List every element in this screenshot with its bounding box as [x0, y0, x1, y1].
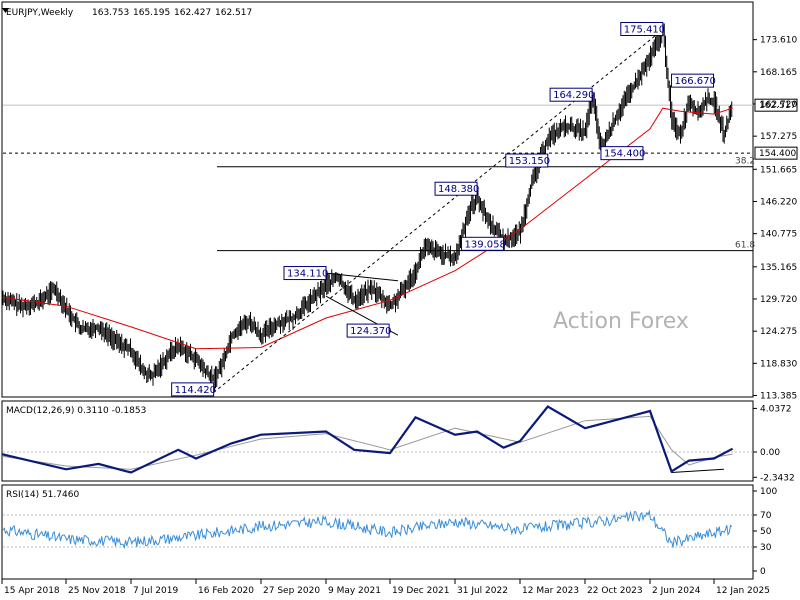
- price-callout-label: 175.410: [624, 25, 665, 36]
- price-callout-label: 164.290: [553, 90, 594, 101]
- rsi-y-tick-label: 70: [760, 511, 772, 521]
- price-callout-label: 153.150: [509, 156, 550, 167]
- macd-panel-frame: [1, 400, 754, 482]
- price-callout-box: [620, 22, 664, 36]
- x-tick-label: 7 Jul 2019: [133, 586, 178, 596]
- watermark-text: Action Forex: [553, 309, 689, 334]
- price-callout-label: 114.420: [175, 385, 216, 396]
- price-callout-box: [549, 87, 593, 102]
- price-callout-label: 148.380: [438, 184, 479, 195]
- price-y-tick-label: 173.610: [760, 36, 797, 46]
- price-y-tick-label: 146.220: [760, 197, 797, 207]
- support-level-tag: [754, 146, 798, 160]
- price-callout-label: 134.110: [287, 269, 328, 280]
- text-layer: Action Forex EURJPY,Weekly 163.753 165.1…: [4, 8, 797, 596]
- rsi-y-tick-label: 50: [760, 527, 772, 537]
- panel-collapse-icon: [2, 8, 9, 13]
- fib-level-label: 61.8: [735, 241, 755, 251]
- macd-title: MACD(12,26,9) 0.3110 -0.1853: [6, 406, 146, 416]
- price-y-tick-label: 124.275: [760, 327, 797, 337]
- price-callout-box: [505, 153, 549, 168]
- price-y-tick-label: 157.275: [760, 132, 797, 142]
- price-callout-label: 154.400: [604, 149, 645, 160]
- x-tick-label: 25 Nov 2018: [68, 586, 126, 596]
- current-price-tag: [754, 98, 798, 112]
- rsi-panel-frame: [1, 484, 754, 580]
- rsi-y-tick-label: 0: [760, 567, 766, 577]
- series-layer: [1, 23, 734, 550]
- macd-line: [1, 405, 734, 474]
- rsi-y-tick-label: 30: [760, 543, 772, 553]
- price-y-tick-label: 135.165: [760, 263, 797, 273]
- rsi-y-tick-label: 100: [760, 487, 777, 497]
- support-level-tag-label: 154.400: [759, 149, 796, 159]
- price-y-tick-label: 113.385: [760, 392, 797, 402]
- price-y-tick-label: 168.165: [760, 68, 797, 78]
- price-callout-box: [671, 73, 715, 88]
- price-callout-label: 139.058: [465, 239, 506, 250]
- price-callout-label: 124.370: [350, 326, 391, 337]
- macd-y-tick-label: -2.3432: [760, 473, 795, 483]
- price-y-tick-label: 129.720: [760, 295, 797, 305]
- price-callout-box: [461, 236, 505, 251]
- x-tick-label: 15 Apr 2018: [4, 586, 60, 596]
- x-tick-label: 27 Sep 2020: [263, 586, 320, 596]
- price-callout-label: 166.670: [675, 76, 716, 87]
- triangle-upper-line: [325, 272, 398, 282]
- price-y-tick-label: 118.830: [760, 359, 797, 369]
- fib-level-label: 38.2: [735, 157, 755, 167]
- x-tick-label: 19 Dec 2021: [392, 586, 450, 596]
- macd-y-tick-label: 4.0372: [760, 404, 792, 414]
- price-callout-box: [600, 146, 644, 161]
- x-tick-label: 16 Feb 2020: [198, 586, 254, 596]
- price-callout-box: [434, 181, 478, 196]
- price-low: 162.427: [174, 8, 211, 18]
- macd-divergence-line: [671, 468, 724, 474]
- price-callout-box: [171, 382, 215, 397]
- current-price-tag-label: 162.517: [759, 101, 796, 111]
- rsi-line: [2, 509, 733, 550]
- price-callout-box: [283, 266, 327, 281]
- x-tick-label: 12 Mar 2023: [522, 586, 579, 596]
- macd-y-tick-label: 0.00: [760, 448, 780, 458]
- price-title: EURJPY,Weekly: [6, 8, 74, 18]
- price-callout-box: [346, 323, 390, 338]
- overlay-layer: [2, 8, 798, 474]
- price-y-tick-label: 162.720: [760, 100, 797, 110]
- price-panel-frame: [1, 1, 754, 398]
- moving-average-line: [1, 107, 733, 350]
- price-high: 165.195: [133, 8, 170, 18]
- x-tick-label: 2 Jun 2024: [652, 586, 701, 596]
- price-close: 162.517: [215, 8, 252, 18]
- x-tick-label: 9 May 2021: [328, 586, 381, 596]
- x-tick-label: 31 Jul 2022: [457, 586, 508, 596]
- x-tick-label: 22 Oct 2023: [587, 586, 643, 596]
- rsi-title: RSI(14) 51.7460: [6, 490, 79, 500]
- price-y-tick-label: 140.775: [760, 230, 797, 240]
- price-y-tick-label: 151.665: [760, 165, 797, 175]
- macd-signal-line: [1, 415, 733, 470]
- price-open: 163.753: [92, 8, 129, 18]
- x-tick-label: 12 Jan 2025: [716, 586, 770, 596]
